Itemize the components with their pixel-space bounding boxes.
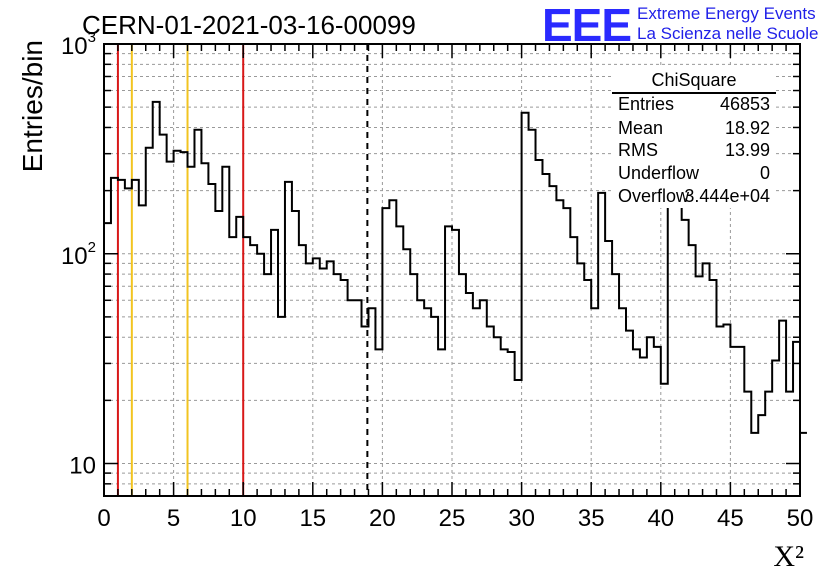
stats-value: 0 [759, 163, 770, 183]
stats-value: 18.92 [724, 118, 770, 138]
tick-layer [103, 44, 801, 496]
stats-value: 13.99 [724, 140, 770, 160]
stats-row-overflow: Overflow 3.444e+04 [618, 186, 770, 208]
stats-box: ChiSquare Entries 46853 Mean 18.92 RMS 1… [612, 68, 776, 208]
x-tick-label: 20 [369, 505, 396, 532]
stats-label: Entries [618, 94, 675, 114]
x-tick-label: 10 [230, 505, 257, 532]
stats-row-underflow: Underflow 0 [618, 163, 770, 185]
grid-layer [104, 44, 800, 496]
stats-row-rms: RMS 13.99 [618, 140, 770, 162]
chart-title: CERN-01-2021-03-16-00099 [82, 10, 416, 40]
x-tick-label: 50 [787, 505, 814, 532]
stats-label: Mean [618, 118, 664, 138]
histogram-series [104, 100, 807, 434]
stats-value: 46853 [719, 94, 770, 114]
x-tick-label: 35 [578, 505, 605, 532]
stats-label: Underflow [618, 163, 700, 183]
vertical-lines-layer [116, 44, 369, 496]
y-tick-labels: 10 102 103 [61, 29, 96, 480]
x-tick-label: 5 [167, 505, 180, 532]
stats-value: 3.444e+04 [684, 186, 770, 206]
y-tick-label: 102 [61, 239, 96, 270]
x-tick-label: 25 [439, 505, 466, 532]
y-axis-label: Entries/bin [17, 40, 48, 172]
stats-title: ChiSquare [651, 70, 737, 90]
y-tick-label: 10 [69, 453, 96, 480]
y-tick-label: 103 [61, 29, 96, 60]
stats-row-entries: Entries 46853 [618, 94, 770, 116]
logo-text-line1: Extreme Energy Events [637, 4, 816, 23]
eee-logo: EEE [542, 0, 632, 51]
x-tick-labels: 0 5 10 15 20 25 30 35 40 45 50 [97, 505, 813, 532]
stats-row-mean: Mean 18.92 [618, 118, 770, 140]
stats-label: Overflow [618, 186, 690, 206]
stats-divider [612, 92, 776, 94]
stats-label: RMS [618, 140, 658, 160]
logo-text-line2: La Scienza nelle Scuole [637, 24, 819, 43]
x-tick-label: 15 [299, 505, 326, 532]
x-axis-label: X² [773, 540, 804, 572]
x-tick-label: 0 [97, 505, 110, 532]
x-tick-label: 45 [717, 505, 744, 532]
x-tick-label: 30 [508, 505, 535, 532]
x-tick-label: 40 [647, 505, 674, 532]
